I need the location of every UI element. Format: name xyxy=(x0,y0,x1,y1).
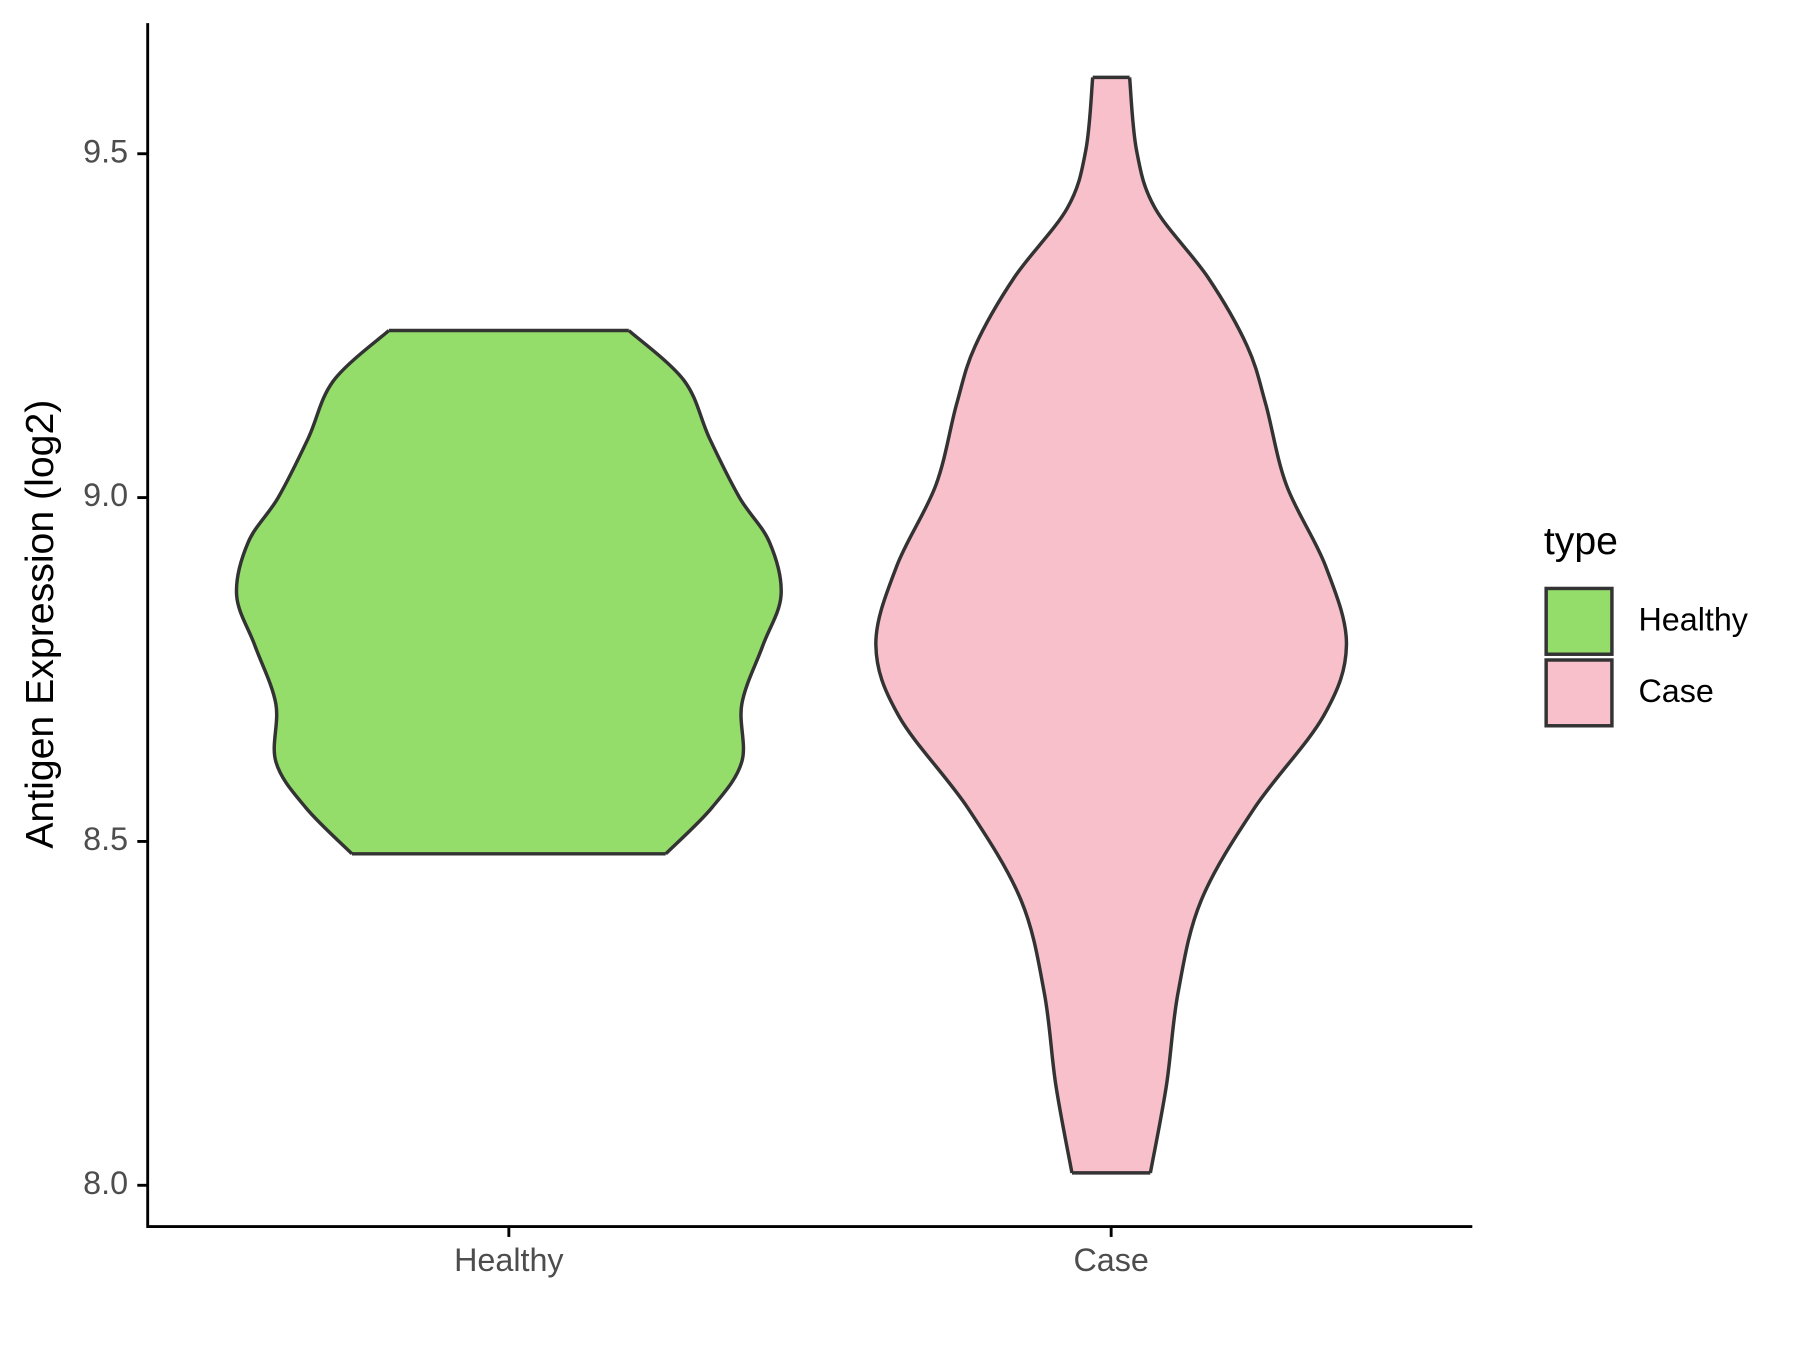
legend-key xyxy=(1544,586,1614,656)
y-tick-label: 9.5 xyxy=(83,133,128,169)
violin-fill xyxy=(236,330,782,854)
violin-left-edge xyxy=(874,77,1095,1174)
violin-fill xyxy=(875,77,1347,1173)
y-tick-label: 8.0 xyxy=(83,1165,128,1201)
y-tick-label: 9.0 xyxy=(83,477,128,513)
legend-label: Healthy xyxy=(1638,601,1748,637)
legend-key xyxy=(1544,658,1614,728)
violin-right-edge xyxy=(627,329,783,856)
y-axis-title: Antigen Expression (log2) xyxy=(18,400,62,849)
violin-right-edge xyxy=(1127,77,1349,1174)
legend-label: Case xyxy=(1638,673,1713,709)
x-tick-label: Case xyxy=(1073,1242,1148,1278)
violin-left-edge xyxy=(234,329,391,856)
legend-title: type xyxy=(1544,519,1618,563)
x-tick-label: Healthy xyxy=(454,1242,564,1278)
y-tick-label: 8.5 xyxy=(83,821,128,857)
